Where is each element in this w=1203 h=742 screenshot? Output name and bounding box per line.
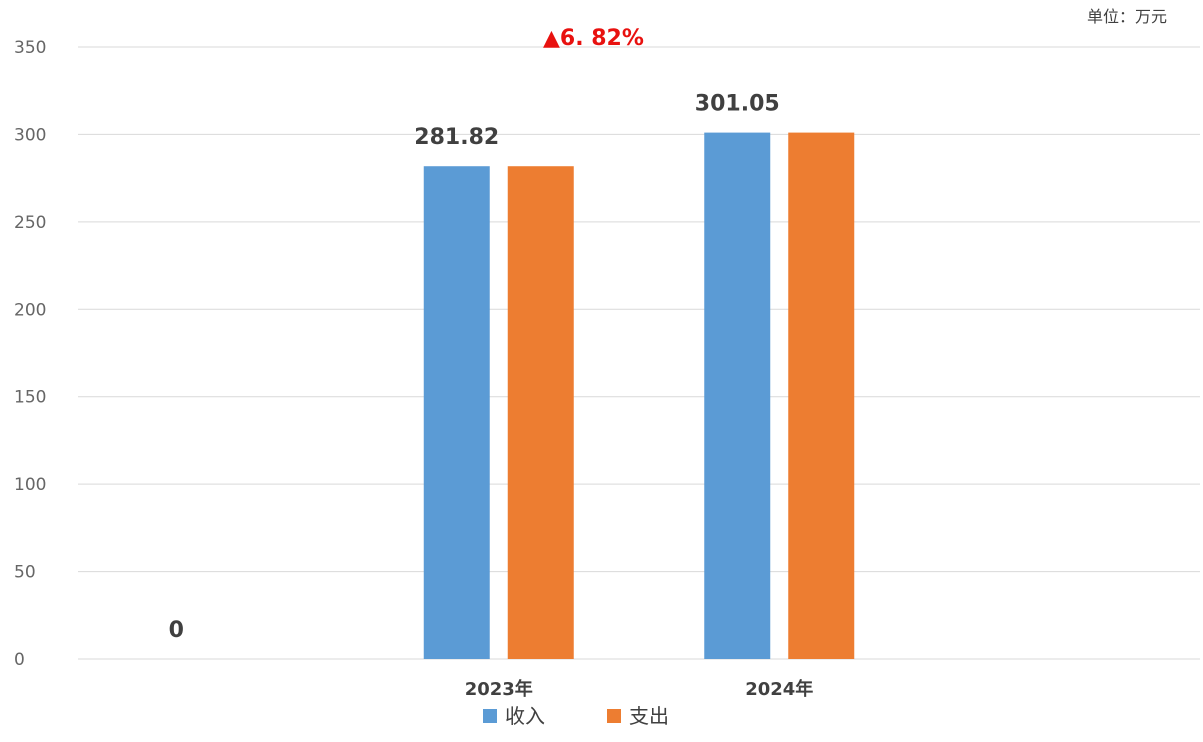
legend: 收入 支出 [483,704,669,728]
y-tick-label: 250 [14,213,46,233]
bar-expense [507,166,574,660]
gridlines [78,46,1200,660]
x-category-label: 2023年 [465,678,533,700]
legend-label: 支出 [629,704,669,728]
y-tick-label: 200 [14,300,46,320]
y-tick-label: 150 [14,388,46,408]
y-tick-label: 100 [14,475,46,495]
bar-expense [788,132,855,659]
y-tick-label: 50 [14,563,36,583]
bar-income [704,132,771,659]
data-label: 281.82 [414,125,499,150]
y-tick-label: 300 [14,125,46,145]
x-axis-categories: 2023年 2024年 [465,678,814,700]
data-label: 301.05 [695,92,780,117]
legend-label: 收入 [505,704,545,728]
y-axis-ticks: 0 50 100 150 200 250 300 350 [14,38,46,670]
data-labels: 0 281.82 301.05 [169,92,780,643]
x-category-label: 2024年 [745,678,813,700]
y-tick-label: 0 [14,650,25,670]
growth-annotation: ▲6. 82% [543,26,644,51]
data-label: 0 [169,618,184,643]
legend-swatch [483,709,497,723]
unit-label: 单位：万元 [1087,7,1167,26]
bars [423,132,855,660]
bar-income [423,166,490,660]
legend-swatch [607,709,621,723]
y-tick-label: 350 [14,38,46,58]
